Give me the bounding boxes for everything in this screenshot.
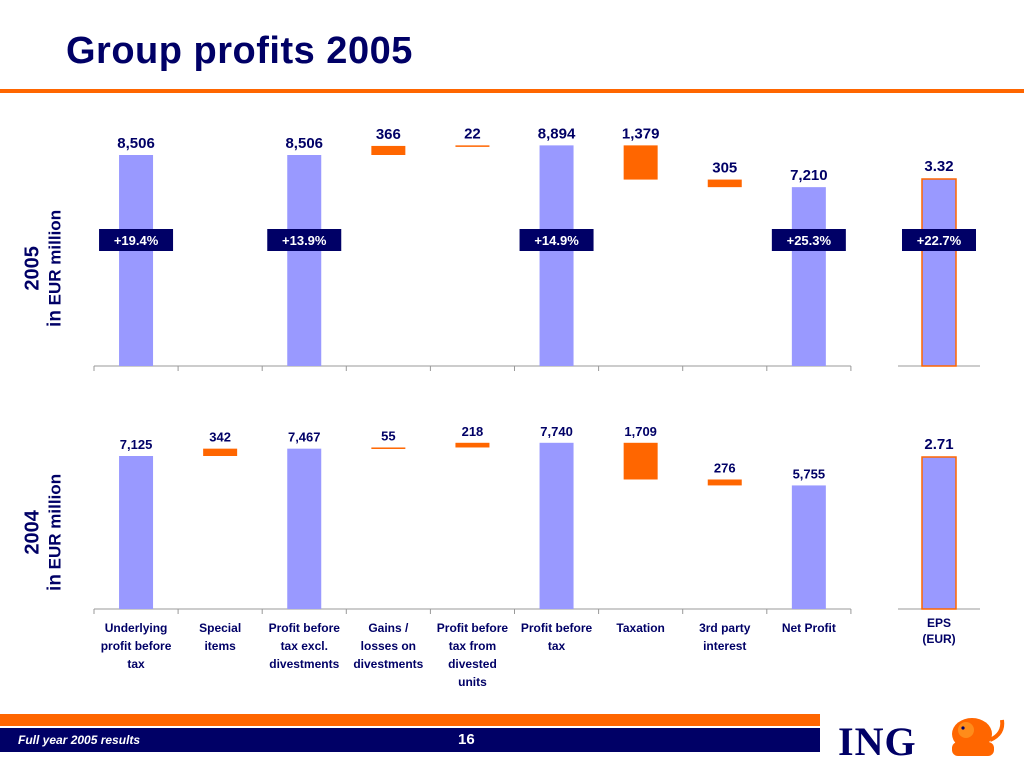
bar-2005 [791,187,826,366]
growth-label-2005: +25.3% [787,233,832,248]
category-label: interest [703,639,746,653]
eps-bar-2004 [921,456,957,610]
bar-2005 [119,155,154,366]
eps-category-label: (EUR) [922,632,955,646]
growth-badge-2005 [99,229,174,251]
category-label: Taxation [616,621,664,635]
footer-accent-bar [0,714,820,726]
data-label-2004: 7,740 [540,424,573,439]
bar-2005 [287,155,322,366]
data-label-2004: 218 [462,424,484,439]
category-label: 3rd party [699,621,751,635]
category-label: losses on [361,639,416,653]
category-label: Profit before [437,621,509,635]
growth-label-2005: +19.4% [114,233,159,248]
data-label-2004: 276 [714,460,736,475]
category-label: divestments [269,657,339,671]
data-label-2005: 366 [376,126,401,143]
data-label-2005: 8,506 [117,135,155,152]
growth-badge-2005 [519,229,594,251]
data-label-2005: 305 [712,160,737,177]
data-label-2004: 5,755 [793,466,826,481]
data-label-2005: 8,894 [538,125,576,142]
data-label-2005: 22 [464,125,481,142]
bar-2005 [371,145,406,155]
bar-2005 [539,145,574,366]
eps-label-2004: 2.71 [924,436,953,453]
bar-2004 [791,485,826,609]
bar-2004 [287,448,322,609]
category-label: Profit before [521,621,593,635]
category-label: Special [199,621,241,635]
category-label: units [458,675,487,689]
category-label: Net Profit [782,621,836,635]
lion-icon [952,718,1005,756]
eps-growth-label-2005: +22.7% [917,233,962,248]
logo-text: ING [838,719,917,764]
data-label-2004: 342 [209,430,231,445]
bar-2005 [455,145,490,147]
footer-bar [0,728,820,752]
growth-badge-2005 [771,229,846,251]
data-label-2005: 8,506 [285,135,323,152]
title-divider [0,89,1024,93]
category-label: tax [548,639,566,653]
category-label: divested [448,657,497,671]
ing-logo: ING [838,712,1014,764]
eps-label-2005: 3.32 [924,158,953,175]
page-title: Group profits 2005 [66,30,413,72]
eps-category-label: EPS [927,616,951,630]
waterfall-chart: 8,506 +19.4% 8,506 +13.9% 366 22 8,894 +14.9% 1,… [93,125,980,689]
category-label: items [204,639,236,653]
bar-2004 [203,448,238,456]
bar-2004 [539,442,574,609]
eps-bar-2005 [921,178,957,367]
data-label-2004: 1,709 [624,424,657,439]
bar-2004 [623,442,658,480]
footer-caption: Full year 2005 results [18,733,141,747]
bar-2005 [707,179,742,188]
data-label-2004: 7,125 [120,437,153,452]
category-label: divestments [353,657,423,671]
growth-label-2005: +13.9% [282,233,327,248]
category-label: tax [127,657,145,671]
bar-2004 [371,447,406,449]
bar-2004 [119,456,154,609]
category-label: tax from [449,639,496,653]
page-number: 16 [458,731,475,748]
growth-label-2005: +14.9% [534,233,579,248]
data-label-2004: 7,467 [288,430,321,445]
category-label: Profit before [269,621,341,635]
growth-badge-2005 [267,229,342,251]
category-label: Underlying [105,621,168,635]
eps-growth-badge-2005 [902,229,976,251]
bar-2005 [623,145,658,180]
category-label: Gains / [368,621,409,635]
data-label-2005: 7,210 [790,167,828,184]
category-label: tax excl. [281,639,328,653]
data-label-2005: 1,379 [622,125,660,142]
bar-2004 [455,442,490,448]
category-label: profit before [101,639,172,653]
data-label-2004: 55 [381,428,395,443]
bar-2004 [707,479,742,486]
